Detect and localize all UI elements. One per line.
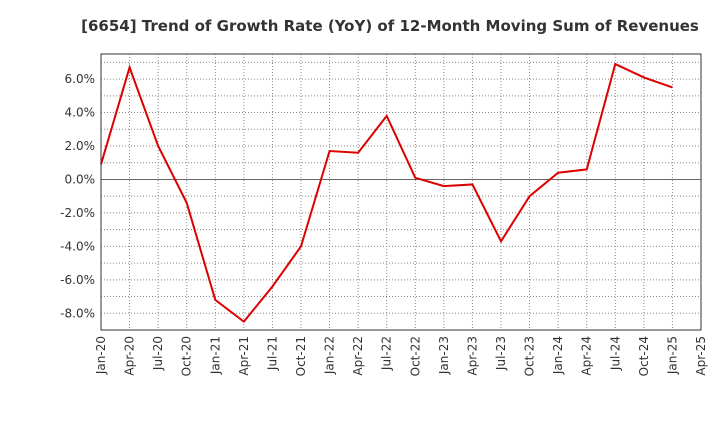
x-tick-label: Apr-23 xyxy=(465,336,479,376)
plot-frame xyxy=(100,53,702,331)
x-tick-label: Jul-20 xyxy=(151,336,165,371)
x-tick-label: Jan-22 xyxy=(323,336,337,375)
x-tick-label: Oct-22 xyxy=(408,336,422,376)
x-tick-label: Jan-21 xyxy=(208,336,222,375)
x-tick-label: Jul-24 xyxy=(608,336,622,371)
grid xyxy=(101,54,701,331)
y-tick-label: 2.0% xyxy=(65,139,96,153)
y-tick-label: 4.0% xyxy=(65,106,96,120)
y-tick-label: 0.0% xyxy=(65,172,96,186)
series-line xyxy=(100,62,673,324)
y-tick-label: -2.0% xyxy=(60,206,95,220)
y-tick-label: 6.0% xyxy=(65,72,96,86)
x-tick-label: Jan-20 xyxy=(94,336,108,375)
x-tick-label: Jul-22 xyxy=(380,336,394,371)
x-tick-label: Jan-25 xyxy=(665,336,679,375)
y-tick-label: -4.0% xyxy=(60,239,95,253)
x-tick-label: Oct-20 xyxy=(180,336,194,376)
y-tick-label: -6.0% xyxy=(60,273,95,287)
x-tick-label: Jan-24 xyxy=(551,336,565,375)
x-tick-labels: Jan-20 Apr-20 Jul-20 Oct-20 Jan-21 Apr-21 Jul-… xyxy=(94,336,708,376)
x-tick-label: Oct-24 xyxy=(637,336,651,376)
x-tick-label: Apr-25 xyxy=(694,336,708,376)
x-tick-label: Apr-20 xyxy=(123,336,137,376)
x-tick-label: Jul-21 xyxy=(265,336,279,371)
x-tick-label: Oct-23 xyxy=(523,336,537,376)
y-tick-label: -8.0% xyxy=(60,306,95,320)
x-tick-label: Apr-22 xyxy=(351,336,365,376)
x-tick-label: Jul-23 xyxy=(494,336,508,371)
chart-title: [6654] Trend of Growth Rate (YoY) of 12-… xyxy=(81,17,699,35)
x-tick-label: Jan-23 xyxy=(437,336,451,375)
y-tick-labels: 6.0% 4.0% 2.0% 0.0% -2.0% -4.0% -6.0% -8.0% xyxy=(60,72,95,320)
x-tick-label: Apr-21 xyxy=(237,336,251,376)
x-tick-label: Apr-24 xyxy=(580,336,594,376)
x-tick-label: Oct-21 xyxy=(294,336,308,376)
series-layer xyxy=(100,62,673,324)
